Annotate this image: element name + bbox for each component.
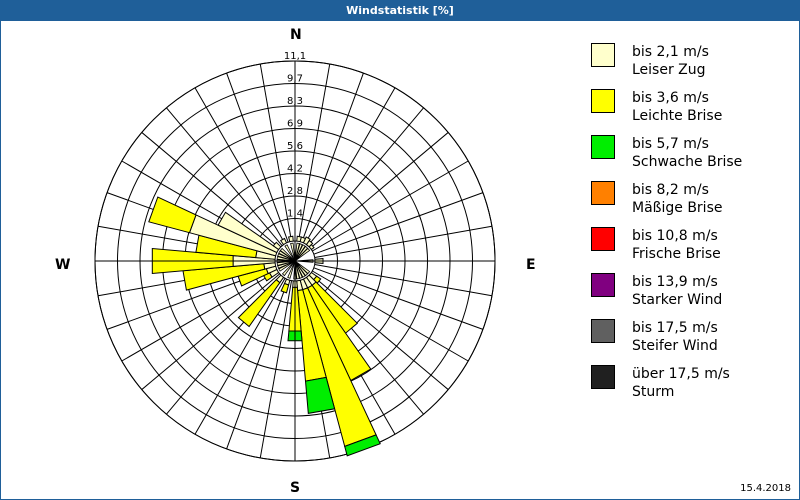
grid-spoke [314, 225, 493, 259]
legend-item: über 17,5 m/s Sturm [589, 365, 789, 411]
direction-label-south: S [290, 480, 301, 496]
legend-label: bis 13,9 m/s Starker Wind [632, 274, 723, 308]
grid-spoke [259, 63, 293, 242]
legend: bis 2,1 m/s Leiser Zug bis 3,6 m/s Leichte … [589, 43, 789, 411]
wind-petal-segment [148, 196, 197, 234]
legend-swatch [591, 365, 615, 389]
legend-label: über 17,5 m/s Sturm [632, 366, 730, 400]
legend-label: bis 2,1 m/s Leiser Zug [632, 44, 709, 78]
wind-petal-segment [237, 279, 281, 328]
legend-item: bis 17,5 m/s Steifer Wind [589, 319, 789, 365]
direction-label-east: E [526, 257, 536, 273]
radial-tick-label: 4,2 [287, 164, 303, 175]
wind-rose-chart: 1,4 2,8 4,2 5,6 6,9 8,3 9,7 11,1 [94, 51, 496, 462]
legend-label: bis 5,7 m/s Schwache Brise [632, 136, 743, 170]
grid-spoke [121, 270, 278, 362]
grid-spoke [313, 267, 484, 330]
wind-petal-segment [280, 282, 290, 294]
legend-item: bis 5,7 m/s Schwache Brise [589, 135, 789, 181]
legend-swatch [591, 227, 615, 251]
legend-swatch [591, 135, 615, 159]
legend-swatch [591, 89, 615, 113]
legend-label: bis 17,5 m/s Steifer Wind [632, 320, 718, 354]
wind-petal-segment [217, 211, 296, 262]
legend-item: bis 8,2 m/s Mäßige Brise [589, 181, 789, 227]
grid-spoke [226, 72, 289, 243]
grid-spoke [259, 280, 293, 459]
center-petal [290, 242, 296, 262]
grid-spoke [301, 72, 364, 243]
grid-spoke [141, 273, 281, 390]
grid-spoke [312, 160, 469, 252]
wind-petal-segment [344, 434, 381, 457]
grid-spoke [194, 278, 286, 435]
legend-item: bis 13,9 m/s Starker Wind [589, 273, 789, 319]
radial-tick-label: 2,8 [287, 186, 303, 197]
grid-spoke [309, 273, 449, 390]
legend-item: bis 10,8 m/s Frische Brise [589, 227, 789, 273]
legend-item: bis 2,1 m/s Leiser Zug [589, 43, 789, 89]
grid-spoke [314, 263, 493, 297]
grid-spoke [297, 63, 331, 242]
grid-spoke [304, 87, 396, 244]
date-label: 15.4.2018 [740, 483, 791, 494]
legend-label: bis 10,8 m/s Frische Brise [632, 228, 721, 262]
radial-tick-label: 9,7 [287, 74, 303, 85]
window-title: Windstatistik [%] [1, 1, 799, 21]
grid-spoke [313, 192, 484, 255]
radial-tick-label: 11,1 [284, 51, 306, 62]
grid-spoke [194, 87, 286, 244]
grid-spoke [312, 270, 469, 362]
wind-rose-plot: 1,4 2,8 4,2 5,6 6,9 8,3 9,7 11,1 N E S W [1, 21, 561, 499]
wind-petal-segment [304, 376, 336, 414]
grid-spoke [309, 132, 449, 249]
radial-tick-label: 6,9 [287, 119, 303, 130]
radial-tick-label: 1,4 [287, 209, 303, 220]
legend-label: bis 8,2 m/s Mäßige Brise [632, 182, 723, 216]
grid-spoke [141, 132, 281, 249]
legend-item: bis 3,6 m/s Leichte Brise [589, 89, 789, 135]
radial-tick-label: 8,3 [287, 96, 303, 107]
direction-label-north: N [290, 27, 302, 43]
grid-spoke [166, 107, 283, 247]
legend-swatch [591, 43, 615, 67]
center-petal [287, 260, 296, 279]
grid-spoke [226, 279, 289, 450]
legend-label: bis 3,6 m/s Leichte Brise [632, 90, 723, 124]
center-petal [279, 247, 296, 262]
center-petal [294, 247, 311, 262]
direction-label-west: W [55, 257, 71, 273]
legend-swatch [591, 319, 615, 343]
center-petal [281, 260, 296, 277]
radial-tick-label: 5,6 [287, 141, 303, 152]
grid-spoke [307, 107, 424, 247]
legend-swatch [591, 273, 615, 297]
legend-swatch [591, 181, 615, 205]
center-petal [284, 244, 296, 262]
